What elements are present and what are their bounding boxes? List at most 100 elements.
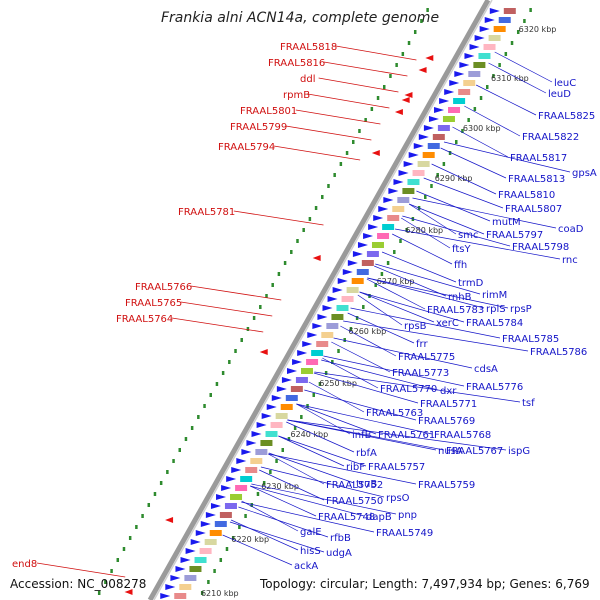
reverse-gene-arrow bbox=[165, 517, 174, 523]
right-leader-line bbox=[250, 485, 317, 517]
guide-dot bbox=[318, 382, 322, 386]
guide-dot bbox=[269, 470, 272, 474]
gene-box bbox=[235, 485, 248, 491]
right-leader-line bbox=[251, 483, 397, 515]
backbone-line bbox=[147, 0, 491, 600]
forward-gene-arrow bbox=[439, 98, 450, 104]
right-leader-line bbox=[321, 359, 439, 391]
right-leader-line bbox=[366, 278, 426, 310]
guide-dot bbox=[523, 19, 526, 23]
left-gene-label: FRAAL5799 bbox=[230, 122, 287, 133]
gene-box bbox=[397, 197, 410, 203]
guide-dot bbox=[203, 404, 206, 408]
right-leader-line bbox=[331, 341, 391, 373]
gene-box bbox=[422, 152, 435, 158]
left-gene-label: FRAAL5766 bbox=[135, 282, 192, 293]
right-gene-label: pnp bbox=[398, 510, 417, 521]
right-leader-line bbox=[488, 62, 547, 94]
gene-features bbox=[124, 8, 516, 599]
forward-gene-arrow bbox=[459, 62, 470, 68]
gene-box bbox=[478, 53, 491, 59]
forward-gene-arrow bbox=[287, 368, 298, 374]
guide-dot bbox=[430, 184, 433, 188]
left-leader-line bbox=[318, 77, 399, 93]
right-leader-line bbox=[431, 163, 497, 195]
right-gene-label: FRAAL5798 bbox=[512, 242, 569, 253]
left-gene-label: FRAAL5818 bbox=[280, 42, 337, 53]
reverse-gene-arrow bbox=[259, 349, 268, 355]
forward-gene-arrow bbox=[428, 116, 439, 122]
gene-box bbox=[407, 179, 420, 185]
guide-dot bbox=[362, 305, 365, 309]
gene-box bbox=[412, 170, 425, 176]
gene-box bbox=[341, 296, 354, 302]
gene-box bbox=[219, 512, 232, 518]
left-gene-label: rpmB bbox=[283, 90, 310, 101]
right-leader-line bbox=[343, 320, 529, 352]
right-gene-label: hisS bbox=[300, 546, 321, 557]
gene-box bbox=[468, 71, 481, 77]
left-leader-line bbox=[335, 45, 417, 61]
right-gene-label: FRAAL5768 bbox=[434, 430, 491, 441]
guide-dot bbox=[352, 140, 355, 144]
guide-dot bbox=[141, 514, 144, 518]
right-gene-label: rbfA bbox=[356, 448, 377, 459]
forward-gene-arrow bbox=[484, 17, 495, 23]
right-leader-line bbox=[323, 355, 465, 387]
guide-dot bbox=[221, 371, 225, 375]
guide-dot bbox=[393, 250, 396, 254]
forward-gene-arrow bbox=[454, 71, 465, 77]
kbp-tick-label: 6300 kbp bbox=[463, 124, 501, 133]
right-leader-line bbox=[394, 228, 561, 260]
right-gene-label: dapB bbox=[366, 512, 392, 523]
right-gene-label: FRAAL5770 bbox=[380, 384, 437, 395]
forward-gene-arrow bbox=[236, 458, 247, 464]
guide-dot bbox=[327, 184, 330, 188]
guide-dot bbox=[455, 140, 458, 144]
right-gene-label: ftsY bbox=[452, 244, 471, 255]
guide-dot bbox=[510, 41, 514, 45]
gene-box bbox=[498, 17, 511, 23]
forward-gene-arrow bbox=[378, 206, 389, 212]
reverse-gene-arrow bbox=[371, 150, 380, 156]
forward-gene-arrow bbox=[256, 422, 267, 428]
guide-dot bbox=[401, 52, 405, 56]
forward-gene-arrow bbox=[302, 341, 313, 347]
gene-box bbox=[458, 89, 471, 95]
forward-gene-arrow bbox=[281, 377, 292, 383]
gene-box bbox=[280, 404, 293, 410]
right-leader-line bbox=[359, 291, 435, 323]
left-leader-line bbox=[295, 109, 381, 125]
kbp-ticks: 6210 kbp 6220 kbp 6230 kbp 6240 kbp 6250 kbp… bbox=[201, 25, 556, 598]
kbp-tick-label: 6280 kbp bbox=[405, 226, 443, 235]
right-gene-label: leuC bbox=[554, 78, 576, 89]
forward-gene-arrow bbox=[479, 26, 490, 32]
right-leader-line bbox=[401, 217, 451, 249]
right-leader-line bbox=[443, 141, 571, 173]
gene-box bbox=[417, 161, 430, 167]
guide-dot bbox=[228, 360, 231, 364]
left-leader-line bbox=[180, 301, 273, 317]
kbp-tick-label: 6230 kbp bbox=[261, 482, 299, 491]
guide-dot bbox=[498, 63, 501, 67]
guide-dot bbox=[159, 481, 163, 485]
guide-dot bbox=[240, 338, 243, 342]
guide-dot bbox=[110, 569, 113, 573]
guide-dot bbox=[147, 503, 151, 507]
gene-box bbox=[488, 35, 501, 41]
right-gene-label: rnc bbox=[562, 255, 578, 266]
right-gene-label: rpsO bbox=[386, 493, 410, 504]
right-gene-label: FRAAL5776 bbox=[466, 382, 523, 393]
right-leader-line bbox=[357, 294, 403, 326]
left-gene-label: FRAAL5764 bbox=[116, 314, 173, 325]
left-leader-line bbox=[36, 562, 126, 578]
forward-gene-arrow bbox=[226, 476, 237, 482]
gene-box bbox=[351, 278, 364, 284]
guide-dot bbox=[296, 239, 299, 243]
guide-dot bbox=[231, 536, 235, 540]
right-gene-label: FRAAL5813 bbox=[508, 174, 565, 185]
forward-gene-arrow bbox=[180, 557, 191, 563]
right-leader-line bbox=[296, 403, 351, 435]
